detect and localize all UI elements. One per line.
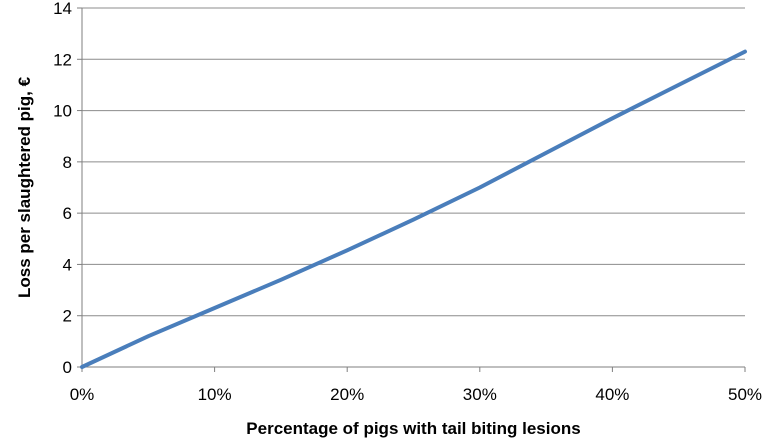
x-tick-labels: 0% 10% 20% 30% 40% 50%: [70, 367, 762, 404]
y-tick-label: 4: [63, 255, 72, 274]
series-group: [80, 49, 747, 369]
y-tick-label: 14: [53, 0, 72, 18]
y-tick-label: 2: [63, 307, 72, 326]
x-tick-label: 40%: [595, 385, 629, 404]
y-tick-label: 12: [53, 50, 72, 69]
x-tick-label: 10%: [198, 385, 232, 404]
y-tick-label: 6: [63, 204, 72, 223]
y-tick-label: 8: [63, 153, 72, 172]
y-tick-labels: 0 2 4 6 8 10 12 14: [53, 0, 82, 377]
gridlines: [82, 7, 745, 317]
x-tick-label: 50%: [728, 385, 762, 404]
y-tick-label: 10: [53, 102, 72, 121]
y-tick-label: 0: [63, 358, 72, 377]
x-tick-label: 0%: [70, 385, 95, 404]
series-line: [80, 49, 747, 369]
x-tick-label: 30%: [463, 385, 497, 404]
x-axis-title: Percentage of pigs with tail biting lesi…: [246, 419, 580, 438]
x-tick-label: 20%: [330, 385, 364, 404]
y-axis-title: Loss per slaughtered pig, €: [15, 76, 34, 298]
